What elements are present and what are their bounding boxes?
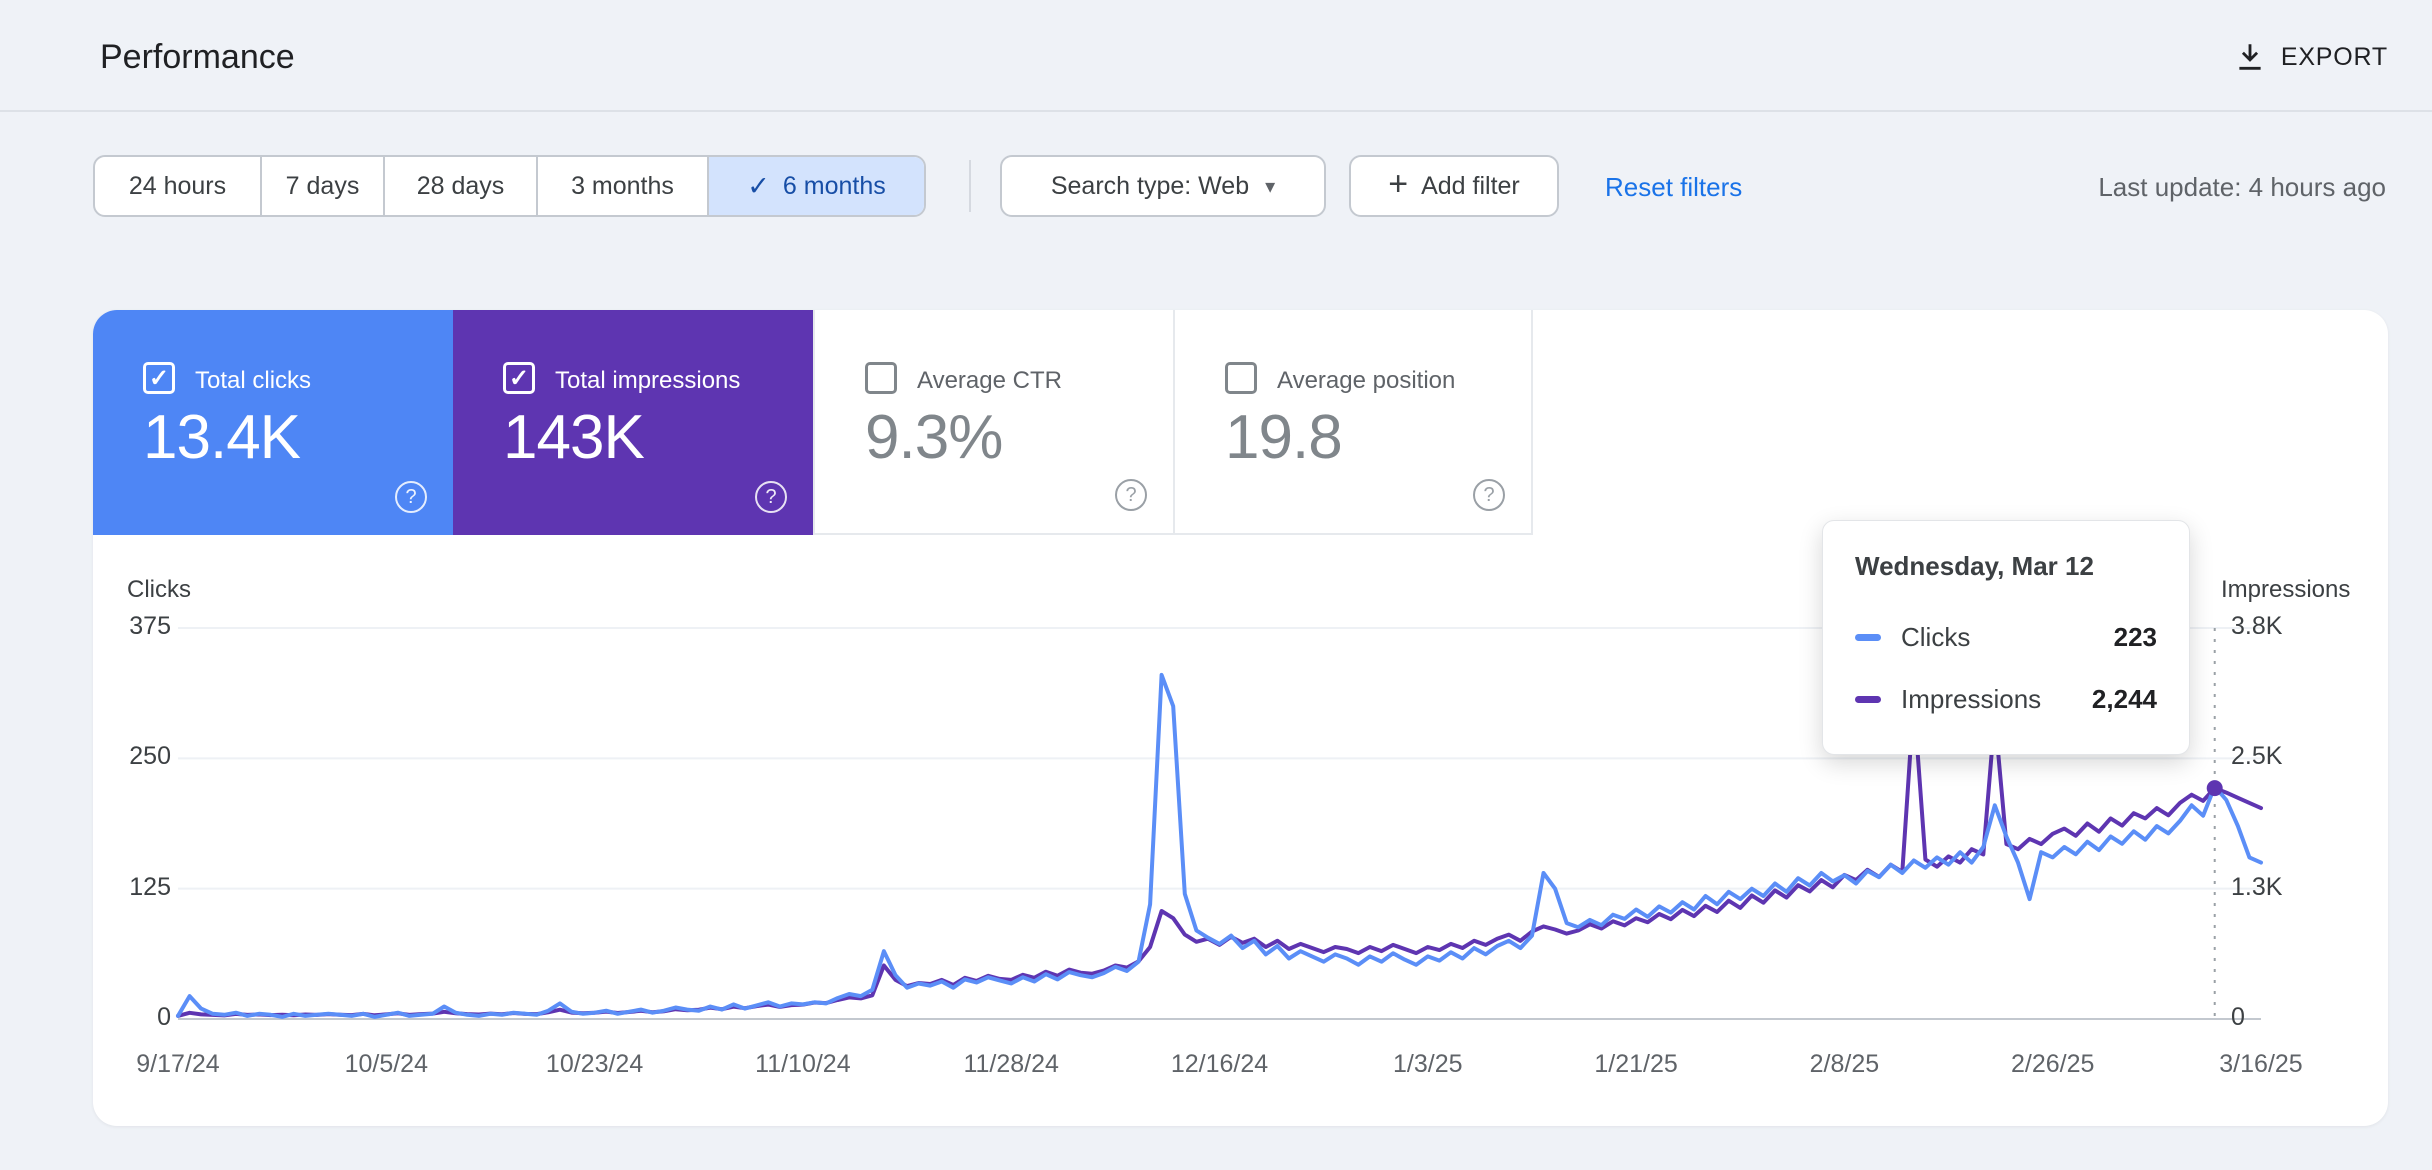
tile-value: 19.8 [1225, 403, 1343, 472]
metric-tiles: ✓ Total clicks 13.4K ? ✓ Total impressio… [93, 310, 1533, 535]
range-label: 7 days [285, 171, 360, 200]
checkbox-total-impressions-checked[interactable]: ✓ [503, 362, 535, 394]
tile-label: Total impressions [555, 367, 741, 394]
add-filter-label: Add filter [1421, 171, 1520, 200]
tile-total-clicks[interactable]: ✓ Total clicks 13.4K ? [93, 310, 453, 535]
search-type-label: Search type: Web [1050, 171, 1250, 200]
range-label: 6 months [782, 171, 886, 200]
impressions-swatch-icon [1855, 695, 1881, 703]
checkbox-average-ctr-unchecked[interactable] [865, 362, 897, 394]
tile-label: Average CTR [917, 367, 1062, 394]
tooltip-label: Impressions [1901, 683, 2042, 714]
right-axis-tick: 3.8K [2231, 612, 2283, 640]
x-axis-label: 10/5/24 [344, 1050, 428, 1078]
tile-label: Average position [1277, 367, 1456, 394]
tile-average-position[interactable]: Average position 19.8 ? [1173, 310, 1533, 535]
range-7-days-button[interactable]: 7 days [260, 157, 383, 215]
range-3-months-button[interactable]: 3 months [536, 157, 707, 215]
export-button[interactable]: EXPORT [2233, 40, 2388, 74]
tile-value: 9.3% [865, 403, 1003, 472]
page-title: Performance [100, 38, 295, 76]
help-icon[interactable]: ? [755, 481, 787, 513]
checkbox-average-position-unchecked[interactable] [1225, 362, 1257, 394]
tooltip-row-impressions: Impressions 2,244 [1855, 668, 2157, 730]
left-axis-tick: 250 [129, 742, 171, 771]
help-icon[interactable]: ? [1115, 479, 1147, 511]
x-axis-label: 12/16/24 [1170, 1050, 1269, 1078]
performance-chart[interactable]: Clicks Impressions Wednesday, Mar 12 Cli… [93, 310, 2388, 1126]
tooltip-value: 2,244 [2091, 683, 2157, 714]
date-range-control: 24 hours 7 days 28 days 3 months ✓ 6 mon… [93, 155, 926, 217]
filter-bar-divider [969, 160, 971, 212]
tile-label: Total clicks [195, 367, 312, 394]
range-label: 28 days [416, 171, 505, 200]
tooltip-date: Wednesday, Mar 12 [1855, 551, 2094, 581]
last-update-text: Last update: 4 hours ago [2098, 172, 2386, 202]
tile-average-ctr[interactable]: Average CTR 9.3% ? [813, 310, 1173, 535]
search-type-dropdown[interactable]: Search type: Web ▾ [1000, 155, 1326, 217]
checkbox-total-clicks-checked[interactable]: ✓ [143, 362, 175, 394]
x-axis-label: 9/17/24 [136, 1050, 220, 1078]
left-axis-tick: 375 [129, 612, 171, 640]
export-label: EXPORT [2280, 42, 2388, 71]
right-axis-tick: 2.5K [2231, 742, 2283, 771]
x-axis-label: 11/10/24 [755, 1050, 851, 1078]
chevron-down-icon: ▾ [1265, 175, 1276, 198]
tile-value: 143K [503, 403, 645, 472]
range-label: 3 months [571, 171, 674, 200]
plus-icon: + [1388, 165, 1409, 203]
x-axis-label: 1/3/25 [1393, 1050, 1463, 1078]
right-axis-title: Impressions [2221, 576, 2351, 603]
x-axis-label: 2/26/25 [2010, 1050, 2095, 1078]
help-icon[interactable]: ? [1473, 479, 1505, 511]
tooltip-value: 223 [2113, 621, 2157, 652]
x-axis-label: 3/16/25 [2219, 1050, 2303, 1078]
chart-tooltip: Wednesday, Mar 12 Clicks 223 Impressions… [1822, 520, 2190, 755]
download-icon [2239, 44, 2261, 70]
x-axis-label: 11/28/24 [963, 1050, 1059, 1078]
header-divider [0, 110, 2432, 112]
right-axis-tick: 1.3K [2231, 872, 2283, 901]
x-axis-label: 10/23/24 [545, 1050, 644, 1078]
left-axis-tick: 0 [157, 1003, 171, 1031]
checkmark-icon: ✓ [747, 170, 770, 201]
left-axis-title: Clicks [127, 576, 191, 603]
range-28-days-button[interactable]: 28 days [383, 157, 536, 215]
reset-filters-link[interactable]: Reset filters [1605, 172, 1743, 202]
range-label: 24 hours [128, 171, 227, 200]
left-axis-tick: 125 [129, 872, 171, 901]
tile-total-impressions[interactable]: ✓ Total impressions 143K ? [453, 310, 813, 535]
range-24-hours-button[interactable]: 24 hours [95, 157, 260, 215]
clicks-swatch-icon [1855, 633, 1881, 641]
right-axis-tick: 0 [2231, 1003, 2245, 1031]
x-axis-label: 1/21/25 [1594, 1050, 1678, 1078]
range-6-months-button-selected[interactable]: ✓ 6 months [707, 157, 924, 215]
tooltip-label: Clicks [1901, 621, 1971, 652]
tile-value: 13.4K [143, 403, 301, 472]
x-axis-label: 2/8/25 [1809, 1050, 1880, 1078]
tooltip-row-clicks: Clicks 223 [1855, 606, 2157, 668]
add-filter-button[interactable]: + Add filter [1349, 155, 1559, 217]
performance-card: Clicks Impressions Wednesday, Mar 12 Cli… [93, 310, 2388, 1126]
help-icon[interactable]: ? [395, 481, 427, 513]
